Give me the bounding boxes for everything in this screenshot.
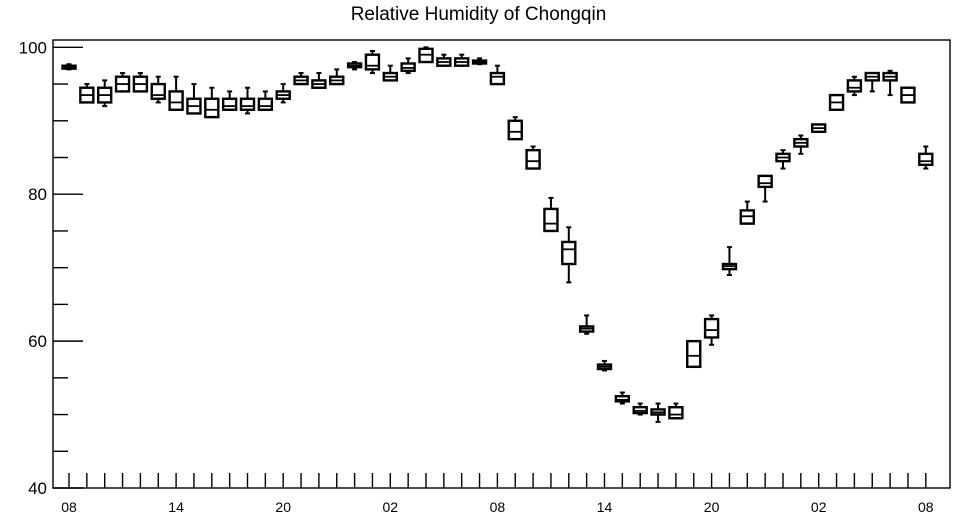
box-body [918, 152, 934, 167]
box [239, 86, 256, 115]
box [828, 93, 845, 111]
box [346, 61, 363, 71]
x-tick-label: 20 [275, 499, 291, 515]
x-axis: 08 14 20 02 08 14 20 02 08 [61, 473, 934, 515]
box [561, 226, 577, 284]
box [811, 123, 827, 134]
box-body [543, 207, 559, 233]
y-tick-label: 80 [28, 185, 47, 204]
x-tick-label: 08 [490, 499, 506, 515]
x-tick-label: 08 [918, 499, 934, 515]
box [204, 86, 220, 119]
y-tick-label: 60 [28, 332, 47, 351]
box [632, 402, 648, 416]
box-body [507, 119, 523, 141]
box [293, 72, 309, 86]
box-body [703, 317, 720, 339]
box [221, 90, 238, 111]
box [864, 71, 880, 93]
box-body [614, 394, 631, 403]
box [454, 53, 470, 67]
box-body [525, 148, 541, 170]
box [703, 314, 720, 346]
plot-frame [52, 39, 951, 489]
box [329, 68, 345, 86]
y-axis: 40 60 80 100 [19, 38, 83, 498]
box [257, 90, 274, 111]
box [650, 402, 666, 423]
box [311, 72, 327, 89]
y-tick-label: 40 [28, 479, 47, 498]
box-body [364, 53, 381, 71]
box-body [257, 97, 274, 111]
box [739, 200, 755, 225]
box [614, 391, 631, 405]
x-tick-label: 20 [704, 499, 720, 515]
box-body [561, 240, 577, 266]
box-body [668, 406, 684, 420]
box [525, 145, 541, 170]
x-tick-label: 14 [168, 499, 184, 515]
x-tick-label: 02 [383, 499, 399, 515]
x-tick-label: 08 [61, 499, 77, 515]
box [79, 83, 95, 104]
box-body [221, 97, 238, 111]
box-body [686, 339, 702, 369]
box [150, 75, 166, 104]
box [596, 359, 613, 372]
x-tick-label: 14 [597, 499, 613, 515]
box [668, 402, 684, 420]
y-tick-label: 100 [19, 38, 47, 57]
box [543, 196, 559, 233]
box [61, 63, 77, 71]
box [132, 72, 149, 93]
box-body [150, 82, 166, 100]
box [168, 75, 184, 111]
box [900, 86, 916, 104]
box [882, 69, 898, 97]
box [96, 79, 113, 108]
box-body [489, 71, 506, 86]
box [507, 116, 523, 141]
box [721, 246, 738, 277]
box [793, 134, 809, 155]
box-body [846, 79, 863, 93]
box [846, 75, 863, 97]
x-tick-label: 02 [811, 499, 827, 515]
chart-title: Relative Humidity of Chongqin [350, 4, 607, 25]
box [775, 149, 791, 170]
box-body [168, 90, 184, 111]
box-body [204, 97, 220, 119]
box [382, 64, 398, 82]
box [400, 57, 416, 75]
box-body [757, 174, 773, 189]
box [418, 46, 434, 64]
box [364, 50, 381, 75]
box [578, 314, 595, 335]
box [757, 174, 773, 203]
box [686, 339, 702, 369]
box [186, 83, 202, 115]
box [918, 145, 934, 170]
box-series [61, 46, 934, 423]
box [114, 72, 131, 93]
box-body [239, 97, 256, 111]
box [489, 64, 506, 86]
box [436, 53, 452, 67]
box [275, 83, 291, 104]
box [471, 57, 488, 66]
